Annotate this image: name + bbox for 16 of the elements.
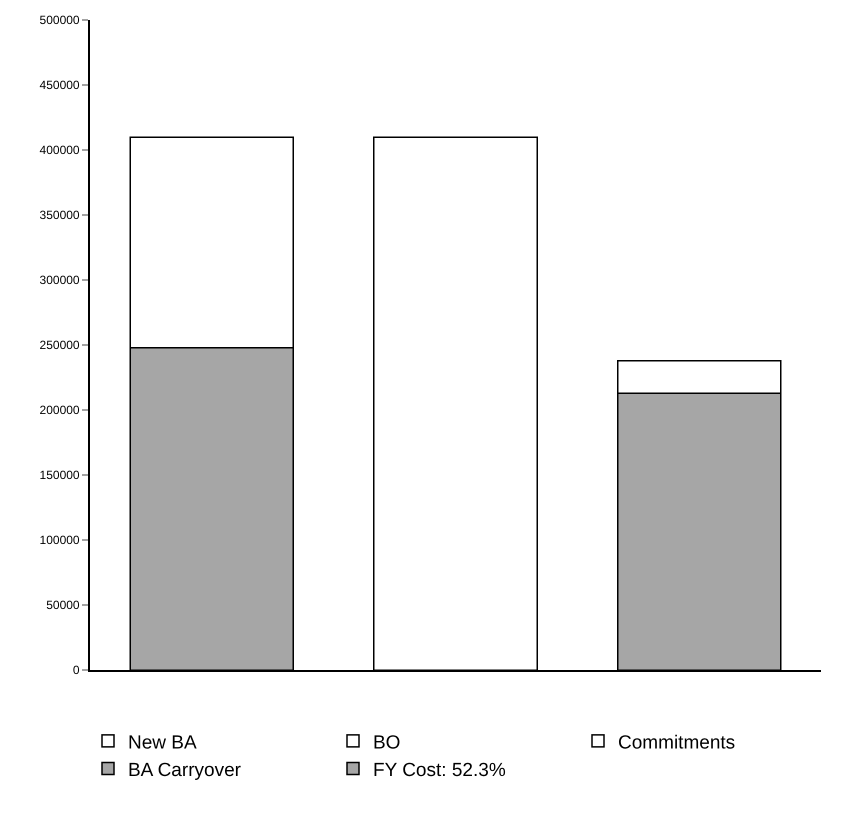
legend-label: BO [373,732,400,754]
y-tick-label: 500000 [40,13,80,28]
y-tick-label: 400000 [40,143,80,158]
legend-label: New BA [128,732,197,754]
legend-label: Commitments [618,732,736,754]
y-tick-label: 300000 [40,273,80,288]
y-tick-label: 200000 [40,403,80,418]
y-tick-label: 350000 [40,208,80,222]
y-tick-label: 150000 [40,468,80,482]
y-tick-label: 100000 [40,533,80,548]
y-tick-label: 450000 [40,78,80,92]
y-tick-label: 0 [72,663,80,678]
y-tick-label: 250000 [40,338,80,352]
legend-label: FY Cost: 52.3% [373,760,506,781]
y-tick-label: 50000 [46,598,80,612]
legend-label: BA Carryover [128,760,242,781]
